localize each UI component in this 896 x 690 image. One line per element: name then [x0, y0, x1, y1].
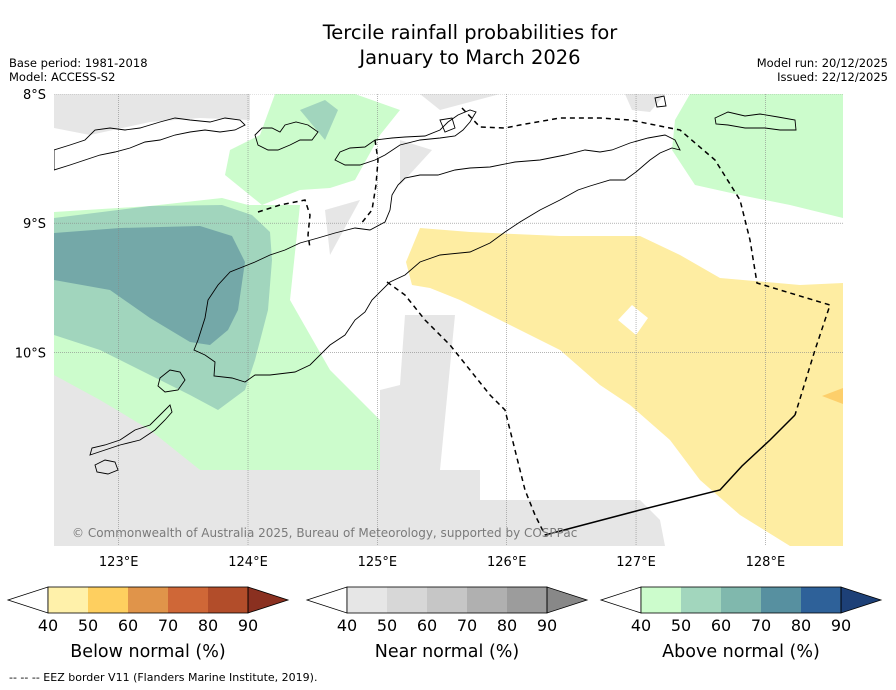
- colorbar-tick-label: 80: [791, 616, 811, 635]
- x-axis-ticks: 123°E 124°E 125°E 126°E 127°E 128°E: [99, 555, 785, 570]
- colorbar-swatch: [721, 587, 761, 613]
- colorbar-frame: [346, 586, 548, 614]
- colorbar-tick-label: 50: [671, 616, 691, 635]
- meta-right: Model run: 20/12/2025 Issued: 22/12/2025: [757, 56, 888, 84]
- colorbar-tick-label: 80: [497, 616, 517, 635]
- colorbar-tick-label: 90: [537, 616, 557, 635]
- colorbars: 40 50 60 70 80 90 Below normal (%) 40 50 60 70 80 90…: [6, 586, 883, 662]
- below-normal-40-50: [406, 228, 843, 546]
- colorbar-tick-label: 70: [457, 616, 477, 635]
- gridlines: [54, 94, 843, 546]
- model-run: Model run: 20/12/2025: [756, 56, 888, 70]
- chart-title-line2: January to March 2026: [359, 46, 581, 69]
- babar-coastline: [714, 111, 797, 131]
- x-tick-label: 125°E: [358, 555, 398, 570]
- chart-title: Tercile rainfall probabilities for Janua…: [0, 20, 896, 70]
- below-normal-50-60: [822, 388, 843, 404]
- colorbar-tick-label: 50: [78, 616, 98, 635]
- x-tick-label: 124°E: [228, 555, 268, 570]
- x-tick-label: 127°E: [616, 555, 656, 570]
- sumba-coastline: [89, 404, 173, 456]
- y-tick-label: 8°S: [23, 88, 46, 103]
- colorbar-frame: [47, 586, 249, 614]
- colorbar-swatch: [681, 587, 721, 613]
- colorbar-1: 40 50 60 70 80 90 Below normal (%): [6, 586, 290, 662]
- colorbar-min-arrow: [599, 586, 642, 614]
- colorbar-tick-label: 40: [337, 616, 357, 635]
- eez-solid: [544, 414, 796, 536]
- coastlines: [54, 95, 797, 475]
- above-normal-60-70: [54, 226, 245, 345]
- colorbar-min-arrow: [6, 586, 49, 614]
- x-tick-label: 126°E: [487, 555, 527, 570]
- y-tick-label: 10°S: [15, 346, 46, 361]
- alor-coastline: [254, 121, 319, 151]
- colorbar-min-arrow: [305, 586, 348, 614]
- colorbar-tick-label: 50: [377, 616, 397, 635]
- colorbar-tick-label: 70: [158, 616, 178, 635]
- colorbar-swatch: [641, 587, 681, 613]
- small-island-2: [439, 117, 456, 133]
- colorbar-3: 40 50 60 70 80 90 Above normal (%): [599, 586, 883, 662]
- colorbar-tick-label: 60: [118, 616, 138, 635]
- colorbar-swatch: [48, 587, 88, 613]
- x-tick-label: 123°E: [99, 555, 139, 570]
- colorbar-title: Below normal (%): [70, 642, 225, 662]
- colorbar-tick-label: 40: [631, 616, 651, 635]
- yellow-gap: [618, 305, 648, 335]
- chart-title-line1: Tercile rainfall probabilities for: [322, 21, 618, 44]
- y-axis-ticks: 8°S 9°S 10°S: [15, 88, 46, 361]
- base-period: Base period: 1981-2018: [9, 56, 148, 70]
- colorbar-swatch: [168, 587, 208, 613]
- colorbar-tick-label: 90: [238, 616, 258, 635]
- colorbar-swatch: [467, 587, 507, 613]
- issued-date: Issued: 22/12/2025: [777, 70, 888, 84]
- y-tick-label: 9°S: [23, 217, 46, 232]
- timor-coastline: [193, 134, 681, 383]
- small-island-1: [654, 95, 667, 108]
- savu-coastline: [94, 459, 119, 475]
- colorbar-frame: [640, 586, 842, 614]
- colorbar-max-arrow: [840, 586, 883, 614]
- meta-left: Base period: 1981-2018 Model: ACCESS-S2: [9, 56, 148, 84]
- colorbar-swatch: [507, 587, 547, 613]
- copyright-notice: © Commonwealth of Australia 2025, Bureau…: [72, 526, 578, 540]
- colorbar-title: Near normal (%): [375, 642, 520, 662]
- probability-fields: [54, 94, 843, 546]
- colorbar-swatch: [347, 587, 387, 613]
- colorbar-swatch: [387, 587, 427, 613]
- x-tick-label: 128°E: [746, 555, 786, 570]
- flores-coastline: [54, 117, 246, 171]
- colorbar-tick-label: 90: [831, 616, 851, 635]
- wetar-coastline: [334, 109, 477, 166]
- colorbar-tick-label: 60: [417, 616, 437, 635]
- colorbar-tick-label: 80: [198, 616, 218, 635]
- model-name: Model: ACCESS-S2: [9, 70, 116, 84]
- colorbar-tick-label: 60: [711, 616, 731, 635]
- colorbar-swatch: [128, 587, 168, 613]
- colorbar-swatch: [761, 587, 801, 613]
- footnote: -- -- -- EEZ border V11 (Flanders Marine…: [9, 671, 318, 684]
- colorbar-max-arrow: [546, 586, 589, 614]
- colorbar-tick-label: 70: [751, 616, 771, 635]
- rote-coastline: [157, 369, 186, 393]
- colorbar-2: 40 50 60 70 80 90 Near normal (%): [305, 586, 589, 662]
- colorbar-max-arrow: [247, 586, 290, 614]
- colorbar-swatch: [88, 587, 128, 613]
- colorbar-title: Above normal (%): [662, 642, 820, 662]
- colorbar-tick-label: 40: [38, 616, 58, 635]
- colorbar-swatch: [801, 587, 841, 613]
- eez-border: [257, 107, 831, 536]
- colorbar-swatch: [208, 587, 248, 613]
- colorbar-swatch: [427, 587, 467, 613]
